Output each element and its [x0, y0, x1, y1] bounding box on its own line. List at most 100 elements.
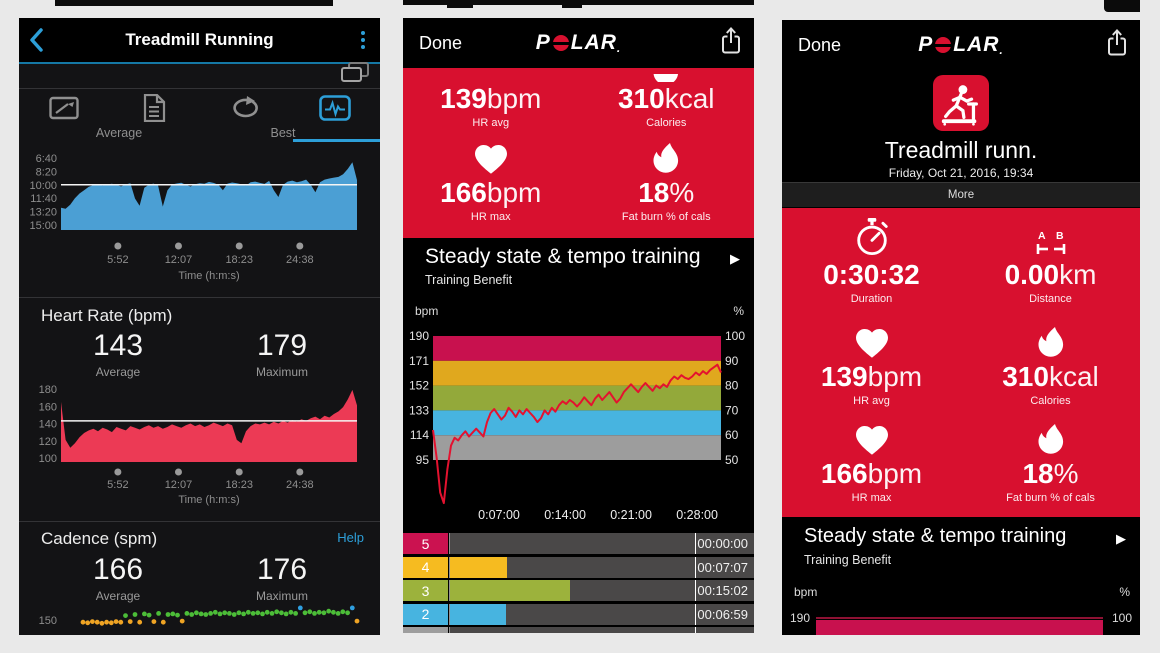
svg-text:10:00: 10:00	[29, 180, 57, 192]
garmin-tab-bar	[19, 89, 380, 126]
heart-rate-stats: 143 Average 179 Maximum	[19, 329, 380, 379]
zone-separator-line	[695, 580, 696, 601]
training-benefit-subtitle: Training Benefit	[804, 553, 892, 567]
hr-zone-row-3: 3 00:15:02	[403, 580, 754, 601]
heart-icon	[403, 140, 579, 174]
stat-label: Fat burn % of cals	[621, 211, 711, 223]
stat-value: 0:30:32	[823, 259, 920, 290]
hr-zone-row-2: 2 00:06:59	[403, 603, 754, 625]
svg-text:95: 95	[416, 453, 430, 467]
svg-text:0:21:00: 0:21:00	[610, 508, 652, 522]
overflow-menu-button[interactable]	[346, 31, 380, 49]
subtab-active-underline	[293, 139, 380, 142]
polar-summary-stats-block: 139bpm HR avg 310kcal Calories 166bpm HR max…	[403, 68, 754, 238]
tab-notes[interactable]	[109, 89, 199, 126]
stats-row-1: 139bpm HR avg 310kcal Calories	[403, 74, 754, 129]
svg-text:70: 70	[725, 403, 739, 417]
svg-text:90: 90	[725, 354, 739, 368]
stat-hr-max: 166bpm HR max	[403, 140, 579, 223]
svg-text:11:40: 11:40	[30, 193, 57, 205]
svg-text:24:38: 24:38	[286, 479, 314, 491]
hr-zone-row-4: 4 00:07:07	[403, 556, 754, 578]
stat-value: 310kcal	[617, 83, 715, 114]
svg-text:100: 100	[725, 329, 745, 343]
zone-time-bar-track	[449, 556, 754, 578]
zone-separator-line	[695, 533, 696, 554]
svg-text:140: 140	[39, 419, 57, 431]
polar-flow-summary-screenshot: Done P LAR. 139bpm HR avg 310kcal Calories 1…	[403, 18, 754, 633]
done-button[interactable]: Done	[419, 32, 463, 53]
heart-rate-section-title: Heart Rate (bpm)	[41, 306, 173, 325]
stopwatch-icon	[782, 218, 961, 256]
back-button[interactable]	[19, 28, 53, 52]
svg-text:80: 80	[725, 379, 739, 393]
zone-time-value: 00:07:07	[697, 559, 748, 575]
svg-text:A: A	[1038, 230, 1046, 242]
zone-chart-left-tick: 190	[790, 611, 811, 625]
stat-value: 166bpm	[440, 177, 542, 208]
stat-value: 18%	[1022, 458, 1079, 489]
zone-time-value: 00:00:00	[697, 536, 748, 551]
svg-text:B: B	[1056, 230, 1064, 242]
garmin-nav-bar: Treadmill Running	[19, 18, 380, 64]
stat-hr-avg: 139bpm HR avg	[403, 74, 579, 130]
stat-label: Calories	[1030, 395, 1071, 407]
more-button[interactable]: More	[782, 182, 1140, 208]
divider	[19, 88, 380, 89]
zone-time-value: 00:06:59	[697, 606, 748, 622]
zone-time-bar-fill	[450, 556, 507, 578]
pace-chart: 6:40 8:20 10:00 11:40 13:20 15:00 5:52 12:07 18:…	[19, 142, 380, 295]
zone-chart-right-tick: 100	[1111, 611, 1132, 625]
svg-text:114: 114	[410, 428, 429, 442]
activity-name: Treadmill runn.	[884, 137, 1038, 163]
tab-charts[interactable]	[290, 89, 380, 126]
zone-chart-right-unit: %	[733, 304, 744, 318]
heart-rate-chart: 180 160 140 120 100 5:52 12:07 18:23 24:38 Time (…	[19, 375, 380, 520]
cascade-windows-icon[interactable]	[340, 62, 370, 89]
document-icon	[144, 93, 166, 122]
flame-icon	[961, 324, 1140, 358]
tab-laps[interactable]	[200, 89, 290, 126]
share-button[interactable]	[1106, 28, 1128, 62]
stat-label: HR avg	[472, 117, 510, 129]
zone-bar-axis-line	[449, 603, 450, 625]
training-benefit-title: Steady state & tempo training	[804, 525, 1067, 547]
svg-text:18:23: 18:23	[225, 254, 253, 266]
svg-text:24:38: 24:38	[286, 254, 314, 266]
zone-bar-axis-line	[449, 556, 450, 578]
flame-icon-cropped	[579, 74, 755, 82]
zone-chart-left-unit: bpm	[794, 585, 818, 599]
svg-text:18:23: 18:23	[225, 479, 253, 491]
zone-time-value: 00:15:02	[697, 583, 748, 598]
help-link[interactable]: Help	[337, 530, 364, 545]
subtab-average[interactable]: Average	[95, 126, 143, 140]
cadence-maximum-stat: 176 Maximum	[255, 553, 308, 603]
svg-text:5:52: 5:52	[107, 479, 128, 491]
chevron-play-icon[interactable]: ▶	[730, 251, 740, 266]
chevron-play-icon[interactable]: ▶	[1116, 531, 1126, 546]
stat-label: HR max	[851, 492, 892, 504]
share-button[interactable]	[720, 26, 742, 60]
heart-icon	[855, 329, 888, 358]
flame-icon	[1038, 424, 1063, 454]
svg-text:12:07: 12:07	[165, 479, 193, 491]
done-button[interactable]: Done	[798, 34, 842, 55]
stat-label: HR avg	[853, 395, 890, 407]
svg-text:0:14:00: 0:14:00	[544, 508, 586, 522]
stat-label: Calories	[646, 117, 687, 129]
svg-text:180: 180	[39, 384, 57, 396]
stat-hr-max: 166bpm HR max	[782, 421, 961, 504]
stat-distance: A B 0.00km Distance	[961, 222, 1140, 305]
svg-text:160: 160	[39, 401, 57, 413]
stat-value: 166bpm	[820, 458, 923, 489]
divider	[19, 521, 380, 522]
heart-icon	[782, 324, 961, 358]
subtab-best[interactable]: Best	[270, 126, 296, 140]
zone-number-badge: 3	[403, 580, 448, 601]
zone-separator-line	[695, 603, 696, 625]
svg-text:5:52: 5:52	[107, 254, 128, 266]
activity-datetime: Friday, Oct 21, 2016, 19:34	[888, 166, 1034, 180]
cadence-section-title: Cadence (spm)	[41, 529, 158, 548]
tab-summary[interactable]	[19, 89, 109, 126]
